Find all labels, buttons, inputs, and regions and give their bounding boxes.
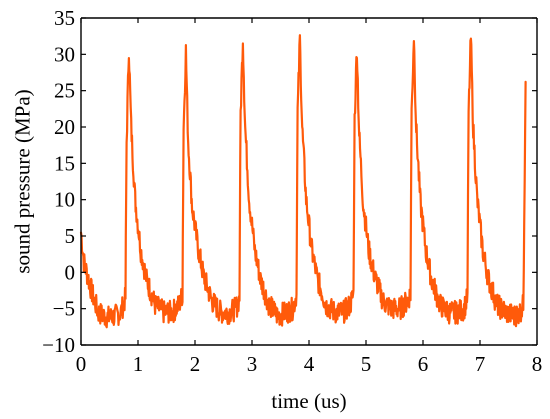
y-tick-label: 10 bbox=[54, 188, 75, 212]
x-axis-title: time (us) bbox=[271, 389, 346, 413]
y-tick-label: 15 bbox=[54, 151, 75, 175]
y-tick-label: 20 bbox=[54, 115, 75, 139]
x-tick-label: 4 bbox=[304, 352, 315, 376]
x-tick-label: 1 bbox=[133, 352, 144, 376]
x-tick-label: 2 bbox=[190, 352, 201, 376]
series-line bbox=[79, 34, 527, 329]
x-tick-label: 6 bbox=[418, 352, 429, 376]
x-tick-label: 5 bbox=[361, 352, 372, 376]
y-tick-label: 25 bbox=[54, 79, 75, 103]
y-tick-label: −5 bbox=[53, 297, 75, 321]
y-tick-label: 30 bbox=[54, 42, 75, 66]
x-tick-label: 3 bbox=[247, 352, 258, 376]
x-tick-label: 0 bbox=[76, 352, 87, 376]
y-tick-label: 0 bbox=[65, 260, 76, 284]
y-axis-title: sound pressure (MPa) bbox=[10, 89, 34, 273]
y-tick-label: 35 bbox=[54, 6, 75, 30]
y-tick-label: 5 bbox=[65, 224, 76, 248]
y-tick-label: −10 bbox=[42, 333, 75, 357]
x-tick-label: 7 bbox=[475, 352, 486, 376]
series-layer bbox=[79, 34, 527, 329]
axes: 0 1 2 3 4 5 6 7 8 −10 −5 0 5 10 15 20 25 30 35 bbox=[42, 6, 542, 376]
x-tick-label: 8 bbox=[532, 352, 543, 376]
